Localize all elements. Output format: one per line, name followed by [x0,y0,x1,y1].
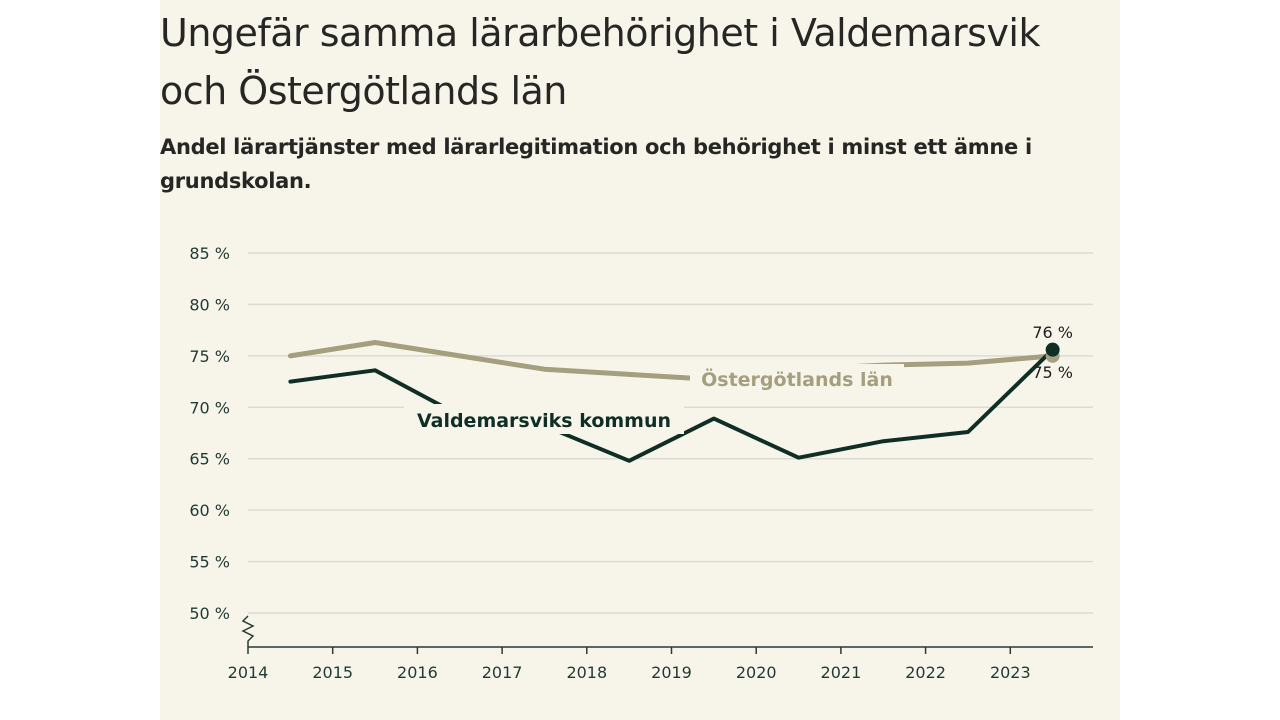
x-tick-label: 2020 [736,663,777,682]
series-line-valdemarsvik [288,347,1055,463]
y-tick-label: 75 % [189,347,230,366]
chart-subtitle: Andel lärartjänster med lärarlegitimatio… [160,135,1032,193]
gridlines [248,252,1093,614]
series-labels: Valdemarsviks kommun 76 % 75 % [404,323,1073,434]
x-tick-label: 2014 [228,663,269,682]
y-tick-label: 65 % [189,450,230,469]
end-label-ostergotland: 75 % [1032,363,1073,382]
x-tick-label: 2018 [566,663,607,682]
series-label-background [690,364,904,392]
y-tick-label: 55 % [189,553,230,572]
y-tick-label: 50 % [189,604,230,623]
end-label-valdemarsvik: 76 % [1032,323,1073,342]
series-label-background [404,404,684,434]
y-tick-label: 80 % [189,295,230,314]
x-axis-ticks: 2014 2015 2016 2017 2018 2019 2020 2021 2022 2023 [228,647,1031,682]
end-point-valdemarsvik [1045,342,1060,357]
y-tick-label: 60 % [189,501,230,520]
x-tick-label: 2022 [905,663,946,682]
series-label-ostergotland: Östergötlands län [701,367,893,391]
x-tick-label: 2015 [312,663,353,682]
x-tick-label: 2019 [651,663,692,682]
series-label-valdemarsvik: Valdemarsviks kommun [417,410,671,432]
chart-title: Ungefär samma lärarbehörighet i Valdemar… [160,11,1041,113]
x-tick-label: 2016 [397,663,438,682]
x-tick-label: 2023 [990,663,1031,682]
series-lines: Östergötlands län [287,340,1056,463]
series-line-ostergotland [287,340,1056,382]
y-tick-label: 85 % [189,244,230,263]
x-tick-label: 2017 [482,663,523,682]
x-axis [241,615,1093,648]
x-tick-label: 2021 [821,663,862,682]
axis-break-icon [241,615,255,647]
chart-panel [160,0,1120,720]
y-tick-label: 70 % [189,398,230,417]
y-axis-ticks: 50 % 55 % 60 % 65 % 70 % 75 % 80 % 85 % [189,244,230,623]
